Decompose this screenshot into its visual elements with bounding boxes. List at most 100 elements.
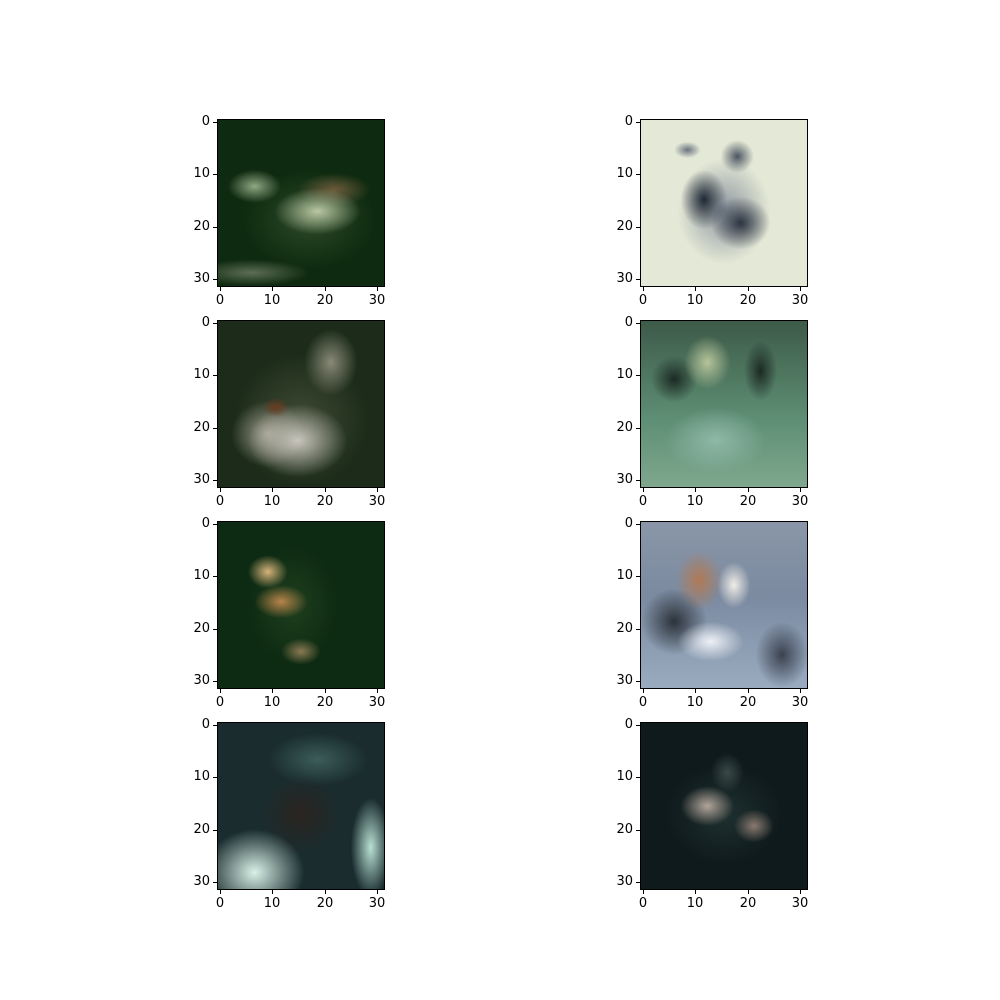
- y-tick-mark: [636, 323, 640, 324]
- image-r1c1: [218, 120, 384, 286]
- x-tick-label: 20: [736, 495, 760, 508]
- y-tick-mark: [636, 428, 640, 429]
- y-tick-mark: [213, 122, 217, 123]
- x-tick-mark: [220, 689, 221, 693]
- x-tick-label: 30: [365, 897, 389, 910]
- y-tick-label: 20: [611, 622, 633, 635]
- x-tick-mark: [377, 689, 378, 693]
- y-tick-mark: [213, 576, 217, 577]
- x-tick-label: 0: [631, 696, 655, 709]
- x-tick-label: 0: [631, 897, 655, 910]
- y-tick-mark: [636, 375, 640, 376]
- x-tick-mark: [377, 287, 378, 291]
- y-tick-label: 10: [611, 569, 633, 582]
- x-tick-label: 10: [260, 897, 284, 910]
- image-panel-r3c2: [640, 521, 808, 689]
- y-tick-label: 30: [188, 473, 210, 486]
- x-tick-mark: [643, 890, 644, 894]
- y-tick-mark: [213, 777, 217, 778]
- y-tick-mark: [636, 725, 640, 726]
- x-tick-mark: [695, 488, 696, 492]
- x-tick-mark: [748, 890, 749, 894]
- y-tick-mark: [636, 629, 640, 630]
- x-tick-label: 10: [260, 696, 284, 709]
- y-tick-mark: [636, 174, 640, 175]
- x-tick-mark: [272, 689, 273, 693]
- x-tick-mark: [695, 287, 696, 291]
- image-r4c1: [218, 723, 384, 889]
- y-tick-label: 30: [611, 875, 633, 888]
- y-tick-label: 20: [611, 823, 633, 836]
- x-tick-label: 20: [313, 696, 337, 709]
- y-tick-mark: [636, 681, 640, 682]
- x-tick-label: 20: [313, 897, 337, 910]
- y-tick-mark: [213, 428, 217, 429]
- image-panel-r1c1: [217, 119, 385, 287]
- y-tick-label: 10: [188, 368, 210, 381]
- x-tick-label: 0: [631, 495, 655, 508]
- y-tick-mark: [636, 122, 640, 123]
- x-tick-mark: [220, 287, 221, 291]
- x-tick-mark: [325, 890, 326, 894]
- y-tick-label: 0: [611, 517, 633, 530]
- x-tick-label: 30: [788, 696, 812, 709]
- image-r3c1: [218, 522, 384, 688]
- x-tick-label: 0: [208, 897, 232, 910]
- x-tick-label: 0: [208, 696, 232, 709]
- y-tick-label: 0: [188, 316, 210, 329]
- y-tick-label: 0: [188, 115, 210, 128]
- x-tick-label: 30: [365, 495, 389, 508]
- y-tick-label: 30: [611, 272, 633, 285]
- x-tick-mark: [643, 689, 644, 693]
- x-tick-mark: [748, 689, 749, 693]
- x-tick-mark: [325, 488, 326, 492]
- y-tick-mark: [636, 524, 640, 525]
- x-tick-label: 10: [683, 897, 707, 910]
- image-r3c2: [641, 522, 807, 688]
- x-tick-mark: [325, 689, 326, 693]
- y-tick-mark: [213, 323, 217, 324]
- y-tick-mark: [213, 882, 217, 883]
- x-tick-label: 20: [736, 294, 760, 307]
- x-tick-label: 0: [208, 495, 232, 508]
- y-tick-mark: [636, 576, 640, 577]
- x-tick-label: 0: [631, 294, 655, 307]
- y-tick-label: 10: [611, 368, 633, 381]
- x-tick-mark: [748, 287, 749, 291]
- x-tick-label: 10: [260, 294, 284, 307]
- x-tick-label: 30: [365, 294, 389, 307]
- y-tick-label: 10: [188, 167, 210, 180]
- y-tick-mark: [213, 524, 217, 525]
- x-tick-label: 30: [788, 897, 812, 910]
- y-tick-label: 20: [611, 421, 633, 434]
- y-tick-mark: [213, 174, 217, 175]
- x-tick-mark: [643, 488, 644, 492]
- x-tick-mark: [695, 689, 696, 693]
- x-tick-label: 20: [736, 897, 760, 910]
- y-tick-label: 30: [188, 875, 210, 888]
- y-tick-label: 0: [611, 718, 633, 731]
- x-tick-mark: [800, 890, 801, 894]
- y-tick-mark: [213, 375, 217, 376]
- x-tick-mark: [272, 488, 273, 492]
- y-tick-label: 30: [611, 473, 633, 486]
- y-tick-mark: [213, 681, 217, 682]
- x-tick-label: 20: [736, 696, 760, 709]
- image-panel-r4c2: [640, 722, 808, 890]
- image-r2c2: [641, 321, 807, 487]
- x-tick-mark: [800, 689, 801, 693]
- y-tick-label: 0: [611, 316, 633, 329]
- y-tick-label: 30: [188, 674, 210, 687]
- x-tick-mark: [377, 890, 378, 894]
- image-r1c2: [641, 120, 807, 286]
- image-panel-r2c1: [217, 320, 385, 488]
- y-tick-mark: [213, 830, 217, 831]
- image-r2c1: [218, 321, 384, 487]
- x-tick-mark: [325, 287, 326, 291]
- y-tick-mark: [636, 480, 640, 481]
- x-tick-mark: [220, 488, 221, 492]
- image-panel-r3c1: [217, 521, 385, 689]
- x-tick-label: 30: [788, 495, 812, 508]
- x-tick-mark: [272, 890, 273, 894]
